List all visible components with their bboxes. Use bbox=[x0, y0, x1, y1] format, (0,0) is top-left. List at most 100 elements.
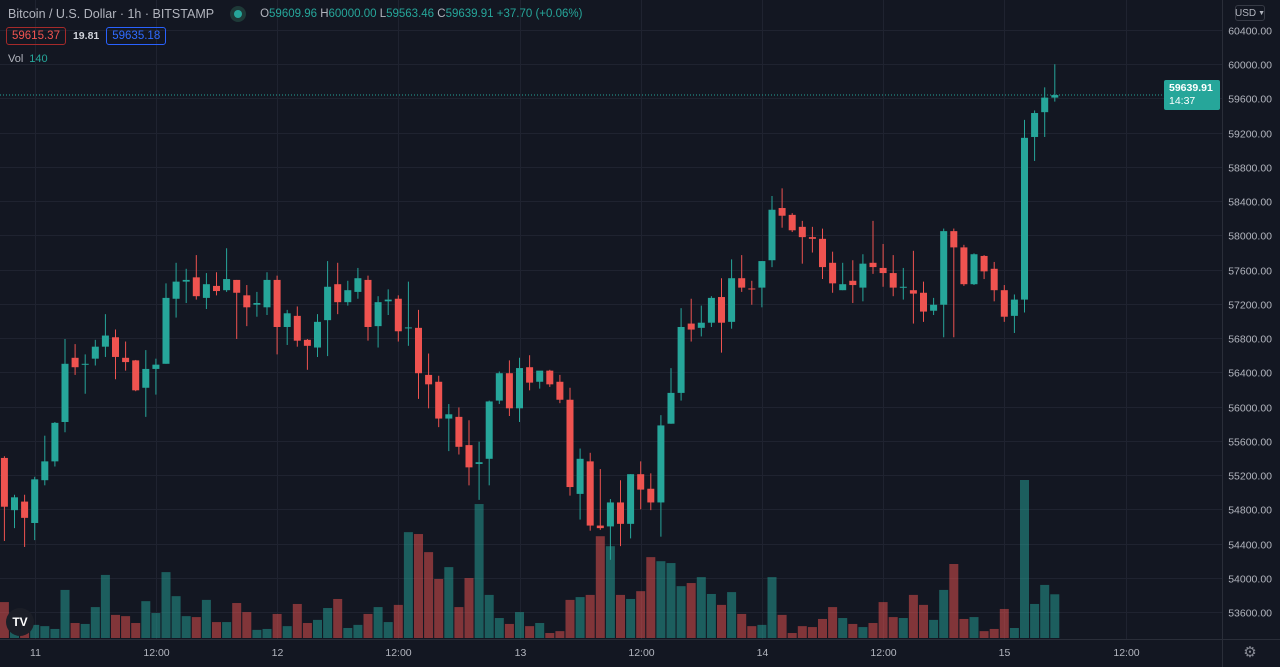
volume-bar bbox=[575, 597, 585, 638]
volume-bar bbox=[969, 617, 979, 638]
volume-bar bbox=[292, 603, 302, 638]
volume-bar bbox=[333, 598, 343, 638]
volume-bar bbox=[999, 608, 1009, 638]
candle-body-up bbox=[61, 363, 69, 422]
candle-body-down bbox=[829, 262, 837, 284]
candle-body-up bbox=[697, 322, 705, 328]
candle-body-up bbox=[1031, 113, 1039, 137]
candle-body-down bbox=[233, 279, 241, 293]
time-axis[interactable]: 11 12:00 12 12:00 13 12:00 14 12:00 15 12:00 bbox=[30, 647, 1140, 659]
symbol-title[interactable]: Bitcoin / U.S. Dollar · 1h · BITSTAMP bbox=[8, 7, 215, 21]
candle-body-down bbox=[435, 381, 443, 419]
price-tick-label: 60000.00 bbox=[1228, 60, 1272, 72]
candle-body-up bbox=[172, 281, 180, 299]
buy-button[interactable]: 59635.18 bbox=[106, 27, 167, 45]
price-tick-label: 59600.00 bbox=[1228, 94, 1272, 106]
gear-icon[interactable]: ⚙ bbox=[1243, 644, 1257, 661]
price-tick-label: 54000.00 bbox=[1228, 574, 1272, 586]
candle-body-up bbox=[606, 502, 614, 527]
volume-bar bbox=[757, 624, 767, 638]
candle-body-down bbox=[364, 279, 372, 327]
volume-bar bbox=[302, 623, 312, 638]
candle-body-up bbox=[162, 297, 170, 364]
candle-body-down bbox=[132, 360, 140, 391]
volume-bar bbox=[323, 608, 333, 638]
candle-body-up bbox=[677, 326, 685, 393]
volume-bar bbox=[888, 617, 898, 638]
candle-body-up bbox=[142, 368, 150, 388]
time-tick-label: 12:00 bbox=[628, 647, 654, 659]
volume-bar bbox=[686, 583, 696, 638]
volume-bar bbox=[616, 594, 625, 638]
price-tick-label: 57600.00 bbox=[1228, 266, 1272, 278]
volume-bar bbox=[424, 552, 434, 638]
candle-body-up bbox=[758, 261, 766, 288]
candle-body-down bbox=[122, 357, 130, 363]
price-tick-label: 56800.00 bbox=[1228, 334, 1272, 346]
tradingview-logo-icon[interactable]: TV bbox=[6, 608, 34, 636]
market-open-dot-icon bbox=[230, 6, 247, 22]
candle-body-up bbox=[1041, 97, 1049, 113]
candle-body-up bbox=[940, 231, 948, 305]
candle-body-down bbox=[879, 267, 887, 274]
candle-body-up bbox=[516, 368, 523, 409]
candle-body-down bbox=[0, 457, 8, 507]
volume-bar bbox=[70, 623, 80, 638]
close-value: 59639.91 bbox=[445, 8, 494, 20]
candle-body-up bbox=[1051, 95, 1059, 98]
price-tick-label: 54400.00 bbox=[1228, 540, 1272, 552]
volume-bar bbox=[747, 626, 757, 638]
volume-bar bbox=[666, 563, 676, 638]
volume-bar bbox=[504, 623, 514, 638]
candle-body-down bbox=[849, 280, 857, 286]
volume-bar bbox=[353, 624, 363, 638]
volume-bar bbox=[787, 633, 797, 638]
volume-bar bbox=[201, 599, 211, 638]
volume-bar bbox=[959, 618, 969, 638]
volume-bar bbox=[525, 626, 535, 638]
candle-body-down bbox=[334, 284, 342, 303]
price-axis[interactable]: 60400.00 60000.00 59600.00 59200.00 58800.00… bbox=[1228, 26, 1272, 620]
candle-body-up bbox=[627, 474, 635, 524]
candle-body-up bbox=[314, 321, 321, 348]
volume-bar bbox=[1009, 628, 1019, 638]
sell-button[interactable]: 59615.37 bbox=[6, 27, 66, 45]
price-tick-label: 56000.00 bbox=[1228, 403, 1272, 415]
candle-body-down bbox=[788, 214, 796, 231]
price-tick-label: 55200.00 bbox=[1228, 471, 1272, 483]
volume-bar bbox=[373, 607, 383, 638]
candle-body-down bbox=[738, 278, 746, 288]
volume-bar bbox=[141, 601, 151, 638]
volume-bar bbox=[777, 614, 787, 638]
price-tick-label: 60400.00 bbox=[1228, 26, 1272, 38]
candle-body-up bbox=[101, 335, 109, 347]
candle-body-down bbox=[1000, 290, 1008, 317]
price-tick-label: 58800.00 bbox=[1228, 163, 1272, 175]
currency-dropdown[interactable]: USD ▼ bbox=[1235, 5, 1265, 21]
volume-bar bbox=[232, 603, 242, 638]
volume-bar bbox=[737, 613, 747, 638]
volume-bar bbox=[696, 577, 706, 638]
candle-body-down bbox=[192, 277, 200, 297]
time-tick-label: 12:00 bbox=[385, 647, 411, 659]
candle-body-down bbox=[748, 288, 756, 290]
volume-bar bbox=[868, 623, 878, 638]
candle-body-down bbox=[213, 285, 220, 292]
volume-bar bbox=[262, 628, 272, 638]
candle-body-up bbox=[899, 286, 907, 288]
volume-bar bbox=[929, 619, 939, 638]
volume-bar bbox=[464, 578, 474, 638]
high-value: 60000.00 bbox=[328, 8, 377, 20]
candle-body-down bbox=[273, 279, 281, 327]
candle-body-down bbox=[546, 370, 554, 385]
volume-bar bbox=[484, 594, 494, 638]
volume-bar bbox=[100, 574, 110, 638]
candle-body-up bbox=[324, 286, 332, 321]
change-value: +37.70 (+0.06%) bbox=[496, 8, 583, 20]
volume-bar bbox=[282, 626, 292, 638]
candle-body-up bbox=[536, 370, 544, 382]
time-tick-label: 12:00 bbox=[143, 647, 169, 659]
time-tick-label: 15 bbox=[999, 647, 1011, 659]
time-tick-label: 11 bbox=[30, 647, 41, 659]
